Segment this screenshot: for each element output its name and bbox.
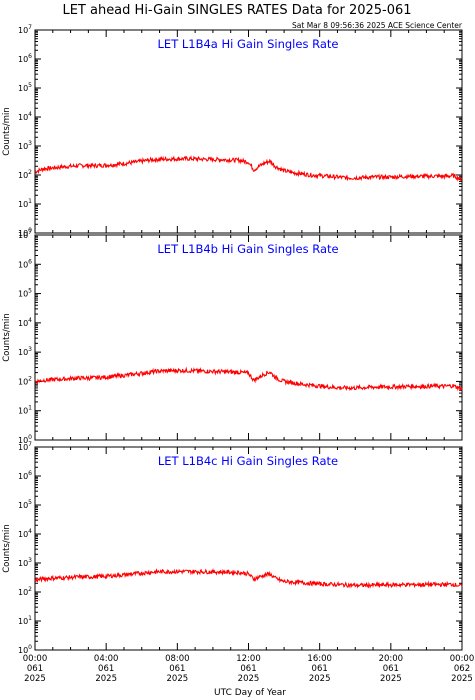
- y-tick-label: 101: [18, 405, 32, 416]
- x-tick-label: 16:00: [307, 654, 332, 664]
- y-tick-label: 105: [18, 82, 32, 93]
- x-tick-label: 061: [169, 664, 185, 674]
- panel-1: 100 101 102 103 104 105 106 107 Counts/min LET L1…: [2, 24, 463, 238]
- x-tick-label: 061: [383, 664, 399, 674]
- y-tick-label: 100: [18, 227, 32, 238]
- x-tick-label: 062: [454, 664, 470, 674]
- panel-2: 100 101 102 103 104 105 106 107 Counts/min LET L1…: [2, 229, 463, 445]
- x-tick-label: 061: [312, 664, 328, 674]
- y-tick-label: 102: [18, 169, 32, 180]
- y-tick-label: 107: [18, 24, 32, 35]
- data-line: [34, 154, 463, 182]
- plot-frame: [34, 446, 463, 651]
- y-tick-label: 102: [18, 586, 32, 597]
- figure-title: LET ahead Hi-Gain SINGLES RATES Data for…: [62, 3, 411, 18]
- y-tick-label: 103: [18, 346, 32, 357]
- x-tick-label: 2025: [309, 674, 331, 684]
- x-tick-label: 20:00: [379, 654, 404, 664]
- x-tick-label: 2025: [167, 674, 189, 684]
- y-tick-label: 104: [18, 317, 32, 328]
- plot-frame: [34, 29, 463, 234]
- y-axis-title: Counts/min: [2, 524, 12, 573]
- y-tick-label: 104: [18, 111, 32, 122]
- data-line: [34, 568, 463, 589]
- y-tick-label: 103: [18, 557, 32, 568]
- x-tick-label: 2025: [451, 674, 473, 684]
- panel-title: LET L1B4b Hi Gain Singles Rate: [157, 242, 338, 256]
- y-tick-label: 102: [18, 375, 32, 386]
- x-tick-label: 061: [98, 664, 114, 674]
- y-tick-label: 105: [18, 499, 32, 510]
- y-tick-label: 106: [18, 53, 32, 64]
- y-tick-label: 104: [18, 528, 32, 539]
- y-axis-title: Counts/min: [2, 107, 12, 156]
- y-axis-title: Counts/min: [2, 313, 12, 362]
- y-tick-label: 107: [18, 441, 32, 452]
- x-tick-label: 00:00: [450, 654, 475, 664]
- y-tick-label: 103: [18, 140, 32, 151]
- timestamp: Sat Mar 8 09:56:36 2025 ACE Science Cent…: [292, 21, 463, 30]
- panel-3: 100 101 102 103 104 105 106 107 Counts/min LET L1…: [2, 441, 463, 655]
- x-tick-label: 08:00: [165, 654, 190, 664]
- x-tick-label: 2025: [24, 674, 46, 684]
- panel-title: LET L1B4a Hi Gain Singles Rate: [158, 37, 339, 51]
- x-tick-label: 061: [240, 664, 256, 674]
- y-tick-label: 100: [18, 644, 32, 655]
- panels: 100 101 102 103 104 105 106 107 Counts/min LET L1…: [2, 24, 474, 684]
- y-tick-label: 100: [18, 434, 32, 445]
- y-tick-label: 106: [18, 258, 32, 269]
- plot-frame: [34, 234, 463, 441]
- x-tick-label: 12:00: [236, 654, 261, 664]
- x-tick-label: 04:00: [94, 654, 119, 664]
- x-tick-label: 00:00: [23, 654, 48, 664]
- panel-title: LET L1B4c Hi Gain Singles Rate: [158, 454, 338, 468]
- x-tick-label: 2025: [95, 674, 117, 684]
- y-tick-label: 101: [18, 615, 32, 626]
- y-tick-label: 106: [18, 470, 32, 481]
- data-line: [34, 366, 463, 392]
- x-tick-label: 061: [27, 664, 43, 674]
- y-tick-label: 101: [18, 198, 32, 209]
- y-tick-label: 105: [18, 288, 32, 299]
- x-tick-label: 2025: [380, 674, 402, 684]
- x-tick-labels: 00:00061202504:00061202508:00061202512:0…: [23, 654, 475, 684]
- y-tick-label: 107: [18, 229, 32, 240]
- x-tick-label: 2025: [238, 674, 260, 684]
- x-axis-title: UTC Day of Year: [214, 688, 286, 698]
